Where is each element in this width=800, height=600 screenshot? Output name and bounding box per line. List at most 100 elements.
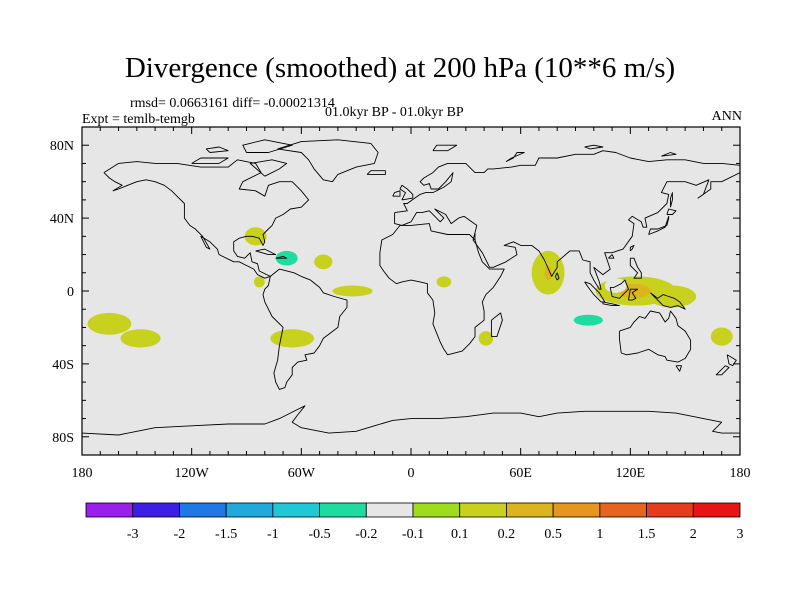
x-tick-label: 180 [72,466,93,481]
divergence-region [142,221,176,237]
coastline-java [602,301,620,307]
divergence-region [114,256,152,275]
experiment-label: Expt = temlb-temgb [82,112,195,127]
coastline-japan [648,215,670,235]
colorbar-label: 0.2 [498,527,516,542]
colorbar-swatch [132,502,180,518]
coastline-taiwan [629,244,635,252]
colorbar-swatch [646,502,694,518]
x-tick-label: 0 [408,466,415,481]
coastline-madagascar [490,312,503,338]
divergence-region [277,285,344,301]
coastline-africa [379,223,505,356]
coastline-south-america [262,268,348,390]
y-tick-label: 80S [52,431,74,446]
coastline-new-zealand-n [726,354,737,367]
colorbar-swatch [179,502,227,518]
divergence-region [336,323,358,339]
colorbar-swatch [692,502,741,518]
y-tick-label: 40S [52,358,74,373]
divergence-region [544,265,552,281]
coastline-north-america [103,159,310,279]
coastline-new-siberian [661,152,677,157]
coastline-arctic-isl-1 [205,146,229,153]
coastline-antarctica [82,405,740,436]
rmsd-stats: rmsd= 0.0663161 diff= -0.00021314 [130,96,335,111]
coastline-australia [618,310,692,363]
coastline-new-guinea [650,292,686,310]
colorbar-label: -1.5 [215,527,237,542]
coastline-tasmania [675,365,682,372]
coastline-greenland [277,139,379,183]
x-tick-label: 60W [288,466,316,481]
divergence-region [213,291,262,306]
coastline-svalbard [432,144,458,152]
colorbar-swatch [319,502,367,518]
coastline-eurasia [394,150,740,290]
season-label: ANN [711,109,742,124]
colorbar-label: -3 [127,527,139,542]
colorbar-label: 3 [737,527,744,542]
colorbar-swatch [552,502,601,518]
y-tick-label: 0 [67,285,74,300]
x-tick-label: 120W [175,466,210,481]
coastline-baffin [249,159,288,177]
divergence-region [120,329,161,348]
divergence-region [332,285,373,297]
colorbar-label: 2 [690,527,697,542]
coastline-sri-lanka [554,272,560,281]
divergence-region [379,309,406,317]
colorbar-swatch [599,502,647,518]
x-tick-label: 180 [730,466,751,481]
colorbar-label: -0.5 [308,527,330,542]
colorbar-swatch [272,502,320,518]
colorbar-swatch [412,502,461,518]
coastline-sulawesi [628,288,639,301]
coastline-new-zealand-s [715,365,730,376]
coastline-ellesmere [242,139,293,153]
colorbar-swatch [459,502,507,518]
divergence-region [732,323,740,335]
colorbar-label: -0.1 [402,527,424,542]
y-tick-label: 40N [50,212,74,227]
coastline-hokkaido [666,208,677,215]
divergence-region [87,312,132,335]
divergence-region [478,331,494,346]
chart-title: Divergence (smoothed) at 200 hPa (10**6 … [124,52,676,84]
coastline-sakhalin [670,192,673,208]
divergence-region [469,245,499,264]
coastline-victoria [191,157,229,164]
colorbar-label: 0.1 [451,527,469,542]
y-tick-label: 80N [50,139,74,154]
coastline-britain [399,184,414,201]
x-tick-label: 120E [616,466,646,481]
colorbar-swatch [506,502,554,518]
divergence-region [648,285,697,308]
divergence-region [253,316,276,332]
divergence-region [701,229,724,244]
colorbar-label: 1 [596,527,603,542]
divergence-region [692,307,715,319]
divergence-region [604,278,627,293]
x-tick-label: 60E [509,466,532,481]
coastline-hainan [608,254,615,259]
divergence-region [253,276,265,288]
coastline-cuba [255,248,277,256]
divergence-region [575,243,620,284]
divergence-region [710,327,733,346]
colorbar-label: -1 [267,527,279,542]
colorbar-label: 0.5 [544,527,562,542]
divergence-region [573,314,603,326]
coastline-novaya-zemlya [505,152,525,163]
colorbar-label: -0.2 [355,527,377,542]
coastline-philippines [629,257,642,279]
divergence-region [707,261,730,273]
divergence-region [314,254,333,270]
period-label: 01.0kyr BP - 01.0kyr BP [325,105,464,120]
colorbar-swatch [225,502,274,518]
coastline-severnaya [584,144,604,150]
divergence-region [597,236,616,251]
divergence-region [436,276,452,288]
divergence-region [182,254,209,281]
